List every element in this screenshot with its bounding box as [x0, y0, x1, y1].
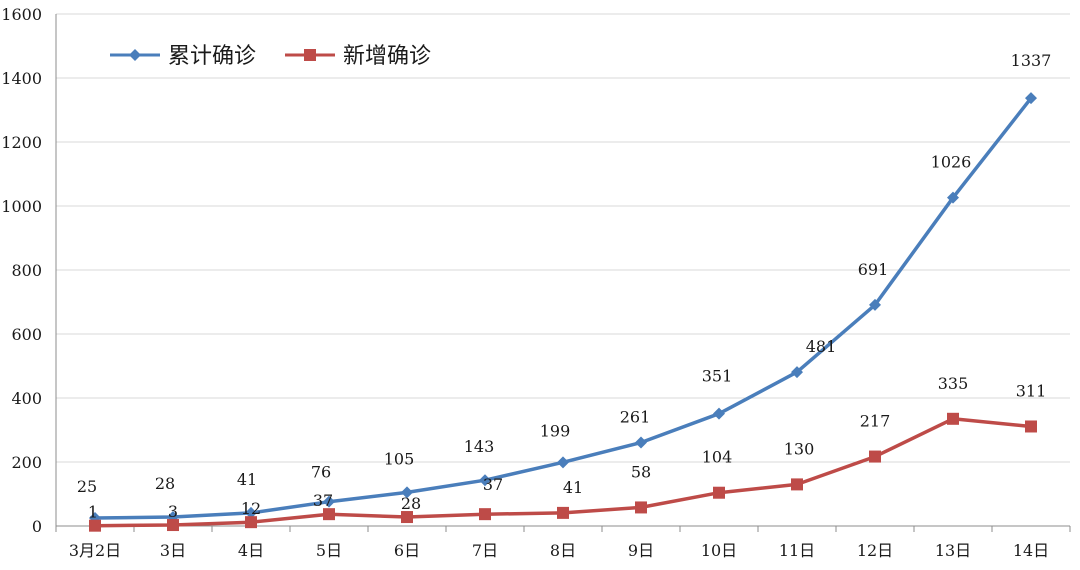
legend-label-cumulative: 累计确诊 [168, 44, 256, 69]
x-tick-label: 13日 [935, 541, 971, 560]
legend-marker-square-icon [304, 49, 316, 61]
data-label: 28 [401, 494, 421, 513]
data-point-diamond [791, 366, 803, 379]
data-point-square [479, 508, 491, 521]
data-label: 41 [563, 478, 583, 497]
data-label: 1026 [931, 153, 972, 172]
data-point-square [401, 511, 413, 524]
y-tick-label: 0 [32, 517, 42, 536]
x-tick-label: 7日 [472, 541, 498, 560]
legend-label-new: 新增确诊 [343, 44, 431, 69]
data-point-square [557, 506, 569, 519]
data-point-diamond [635, 436, 647, 449]
data-point-square [1025, 420, 1037, 433]
data-label: 28 [155, 474, 175, 493]
series-lines [89, 92, 1037, 532]
x-tick-label: 5日 [316, 541, 342, 560]
data-point-diamond [947, 191, 959, 204]
x-tick-label: 3日 [160, 541, 186, 560]
x-tick-label: 9日 [628, 541, 654, 560]
data-point-diamond [479, 474, 491, 487]
data-point-square [245, 516, 257, 529]
data-label: 130 [784, 439, 815, 458]
x-tick-label: 3月2日 [69, 541, 121, 560]
data-label: 217 [860, 412, 891, 431]
legend-marker-diamond-icon [129, 49, 141, 61]
y-tick-label: 400 [11, 389, 42, 408]
data-point-diamond [401, 486, 413, 499]
data-label: 12 [241, 499, 261, 518]
y-tick-label: 600 [11, 325, 42, 344]
data-label: 311 [1016, 381, 1047, 400]
x-tick-label: 10日 [701, 541, 737, 560]
data-label: 3 [168, 502, 178, 521]
gridlines [56, 13, 1070, 463]
data-point-diamond [557, 456, 569, 469]
data-label: 41 [237, 470, 257, 489]
data-point-square [89, 519, 101, 532]
data-point-square [167, 519, 179, 532]
series-line-0 [94, 97, 1033, 520]
x-tick-label: 12日 [857, 541, 893, 560]
data-point-diamond [1025, 92, 1037, 105]
axes: 0 200 400 600 800 1000 1200 1400 1600 3月2日 3日 4日 5日 6… [1, 5, 1071, 560]
y-tick-label: 800 [11, 261, 42, 280]
y-tick-label: 1400 [1, 69, 42, 88]
data-label: 105 [384, 449, 415, 468]
y-tick-label: 1200 [1, 133, 42, 152]
data-point-diamond [323, 495, 335, 508]
y-tick-label: 200 [11, 453, 42, 472]
data-label: 37 [313, 491, 333, 510]
x-tick-label: 8日 [550, 541, 576, 560]
data-label: 1 [88, 503, 98, 522]
y-tick-label: 1600 [1, 5, 42, 24]
x-tick-label: 6日 [394, 541, 420, 560]
data-label: 58 [631, 462, 651, 481]
data-label: 37 [483, 475, 503, 494]
data-label: 143 [464, 437, 495, 456]
x-tick-label: 11日 [779, 541, 815, 560]
data-point-square [869, 450, 881, 463]
y-tick-label: 1000 [1, 197, 42, 216]
data-label: 481 [806, 337, 837, 356]
data-point-square [791, 478, 803, 491]
data-label: 104 [702, 448, 733, 467]
data-label: 691 [858, 260, 889, 279]
data-label: 351 [702, 367, 733, 386]
data-label: 199 [540, 421, 571, 440]
data-point-square [947, 412, 959, 425]
data-label: 1337 [1011, 51, 1052, 70]
x-tick-label: 14日 [1013, 541, 1049, 560]
data-label: 25 [77, 477, 97, 496]
data-point-diamond [713, 407, 725, 420]
data-label: 261 [620, 407, 651, 426]
data-point-square [635, 501, 647, 514]
data-label: 76 [311, 463, 331, 482]
data-label: 335 [938, 374, 969, 393]
data-point-diamond [245, 506, 257, 519]
legend: 累计确诊 新增确诊 [110, 44, 431, 69]
data-point-square [713, 486, 725, 499]
x-tick-label: 4日 [238, 541, 264, 560]
data-point-square [323, 508, 335, 521]
data-point-diamond [869, 298, 881, 311]
